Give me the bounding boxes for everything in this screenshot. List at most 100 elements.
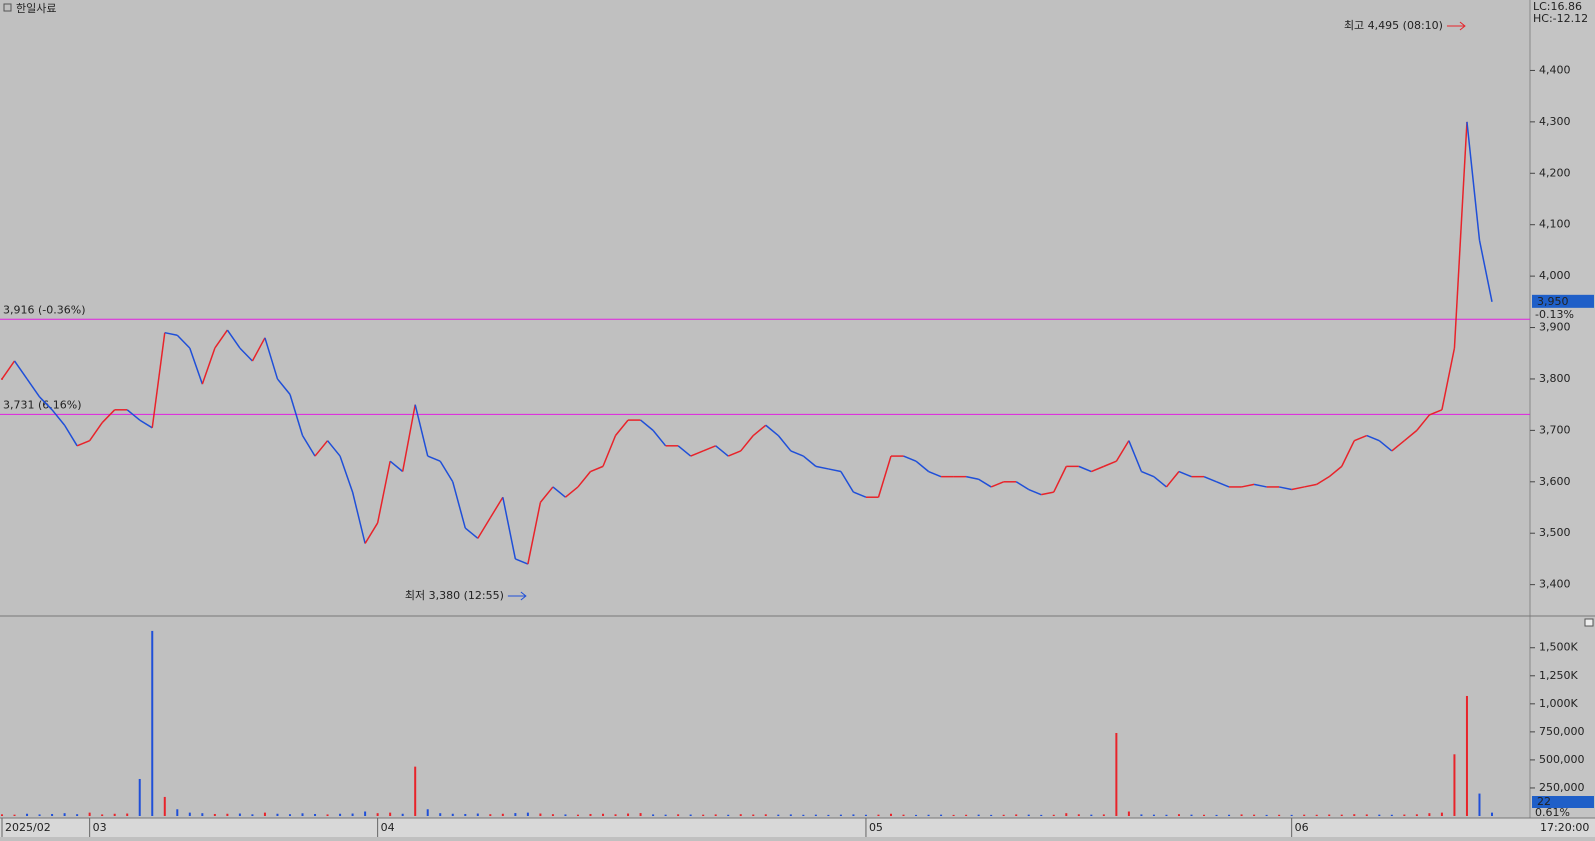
x-tick-label: 05	[869, 821, 883, 834]
y-tick-label: 4,100	[1539, 218, 1571, 231]
volume-bar	[877, 814, 880, 816]
price-segment	[176, 334, 191, 349]
y-tick-label: 4,000	[1539, 269, 1571, 282]
price-segment	[401, 404, 416, 472]
time-label: 17:20:00	[1540, 821, 1589, 834]
price-segment	[640, 419, 654, 431]
price-segment	[502, 497, 517, 560]
last-price: 3,950	[1537, 295, 1569, 308]
volume-bar	[940, 814, 943, 816]
price-segment	[853, 491, 867, 498]
volume-bar	[915, 814, 918, 816]
stock-title: 한일사료	[16, 1, 56, 15]
volume-bar	[26, 813, 29, 816]
volume-bar	[476, 813, 479, 816]
volume-bar	[551, 814, 554, 816]
price-segment	[164, 331, 178, 336]
price-segment	[990, 481, 1004, 488]
price-segment	[376, 461, 391, 524]
volume-bar	[564, 814, 567, 816]
volume-bar	[1428, 813, 1431, 816]
volume-bar	[927, 814, 930, 816]
volume-bar	[802, 814, 805, 816]
y-tick-label: 250,000	[1539, 781, 1585, 794]
volume-bar	[176, 809, 179, 816]
volume-bar	[1440, 812, 1443, 816]
volume-bar	[664, 814, 667, 816]
price-segment	[189, 347, 204, 385]
volume-bar	[1090, 814, 1093, 816]
volume-bar	[1491, 812, 1493, 816]
price-segment	[1178, 470, 1192, 478]
price-segment	[239, 347, 253, 362]
price-segment	[915, 460, 930, 473]
volume-bar	[627, 813, 630, 816]
price-segment	[1041, 491, 1054, 496]
price-segment	[752, 424, 767, 437]
volume-bar	[977, 814, 980, 816]
price-segment	[151, 332, 166, 428]
price-segment	[26, 378, 41, 398]
y-tick-label: 3,400	[1539, 578, 1571, 591]
volume-bar	[1278, 814, 1281, 816]
price-segment	[740, 435, 754, 452]
price-segment	[928, 470, 942, 478]
volume-bar	[714, 814, 717, 816]
price-segment	[715, 445, 729, 457]
volume-bar	[1290, 814, 1293, 816]
volume-bar	[288, 814, 291, 816]
volume-bar	[1140, 814, 1143, 816]
price-segment	[464, 527, 479, 539]
volume-bar	[1127, 811, 1130, 816]
volume-bar	[301, 813, 304, 816]
price-segment	[1403, 429, 1418, 442]
y-tick-label: 500,000	[1539, 753, 1585, 766]
price-segment	[1291, 486, 1305, 491]
volume-bar	[602, 813, 605, 816]
price-segment	[201, 347, 216, 385]
panel-button[interactable]	[1584, 618, 1594, 627]
volume-bar	[827, 814, 830, 816]
price-segment	[1203, 475, 1217, 483]
price-segment	[1341, 440, 1355, 467]
volume-bar	[238, 813, 241, 816]
price-segment	[815, 465, 829, 470]
price-segment	[1091, 465, 1105, 473]
price-segment	[264, 337, 279, 380]
volume-bar	[439, 813, 442, 816]
volume-bar	[1265, 814, 1268, 816]
price-segment	[690, 450, 704, 457]
price-segment	[1241, 483, 1255, 488]
volume-bar	[576, 814, 579, 816]
price-segment	[351, 491, 366, 544]
price-segment	[602, 435, 617, 467]
volume-bar	[864, 814, 867, 816]
volume-bar	[639, 813, 642, 816]
y-tick-label: 1,000K	[1539, 697, 1578, 710]
volume-bar	[1478, 793, 1481, 816]
volume-bar	[389, 812, 392, 816]
y-tick-label: 3,800	[1539, 372, 1571, 385]
volume-bar	[1303, 814, 1306, 816]
price-segment	[63, 424, 78, 447]
last-volume-box	[1532, 796, 1594, 808]
y-tick-label: 3,500	[1539, 526, 1571, 539]
y-tick-label: 4,300	[1539, 115, 1571, 128]
price-segment	[1328, 465, 1343, 478]
volume-bar	[614, 814, 617, 816]
volume-bar	[752, 814, 755, 816]
y-tick-label: 1,500K	[1539, 641, 1578, 654]
volume-bar	[276, 813, 279, 816]
price-segment	[226, 329, 241, 349]
volume-bar	[376, 813, 379, 816]
price-segment	[702, 445, 716, 452]
y-tick-label: 3,900	[1539, 321, 1571, 334]
price-segment	[39, 396, 53, 411]
volume-bar	[1228, 814, 1231, 816]
volume-bar	[126, 813, 129, 816]
window-icon[interactable]	[3, 3, 12, 12]
price-segment	[51, 409, 66, 426]
price-segment	[877, 455, 892, 498]
price-segment	[777, 435, 792, 452]
